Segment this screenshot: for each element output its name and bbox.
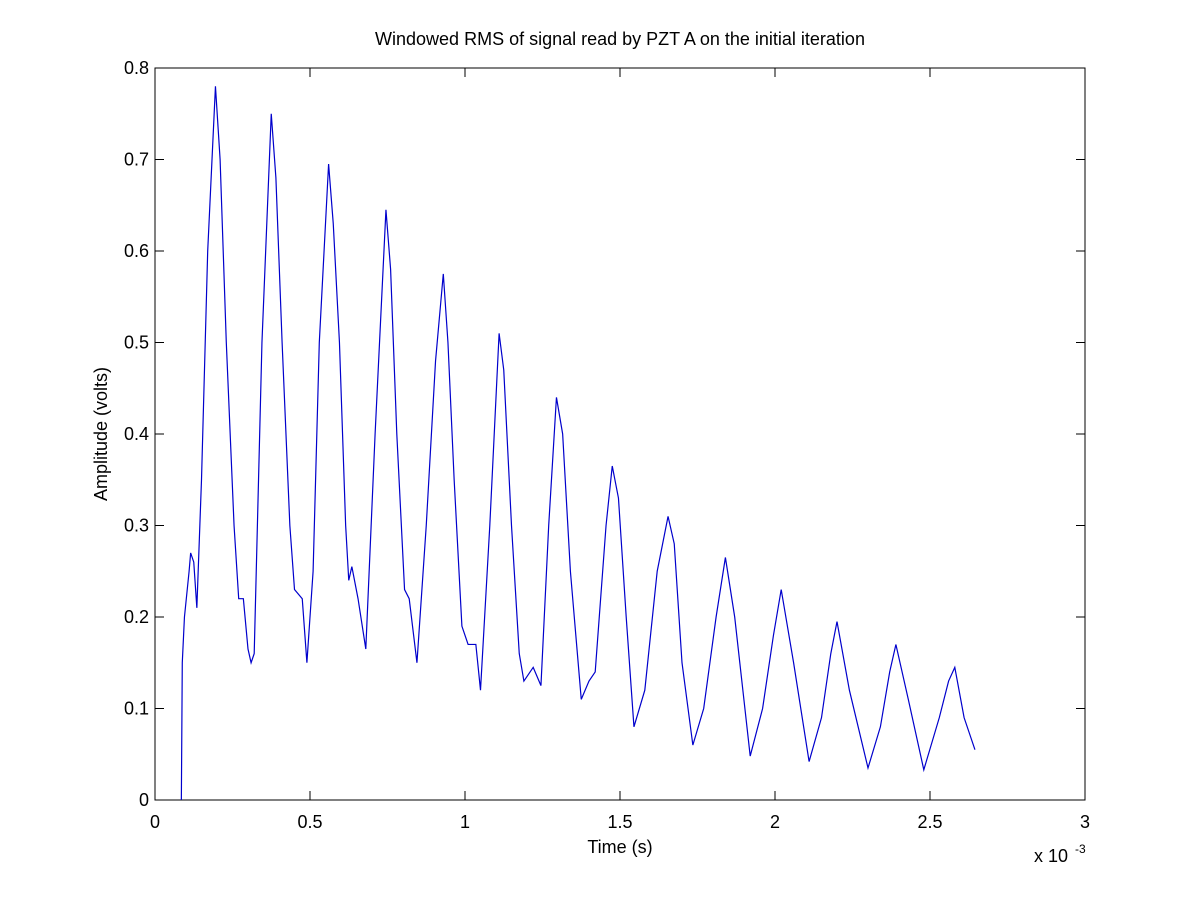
x-tick-label: 3: [1080, 812, 1090, 832]
y-tick-label: 0.8: [124, 58, 149, 78]
y-tick-label: 0.7: [124, 150, 149, 170]
x-tick-label: 1.5: [607, 812, 632, 832]
chart-title: Windowed RMS of signal read by PZT A on …: [375, 29, 865, 49]
x-tick-label: 2.5: [917, 812, 942, 832]
y-tick-label: 0.4: [124, 424, 149, 444]
data-line: [180, 86, 976, 801]
y-tick-label: 0.5: [124, 333, 149, 353]
x-tick-label: 0: [150, 812, 160, 832]
plot-box: [154, 67, 1086, 801]
y-tick-label: 0.2: [124, 607, 149, 627]
y-axis-label: Amplitude (volts): [91, 367, 111, 501]
x-exponent: -3: [1075, 842, 1086, 856]
x-tick-label: 2: [770, 812, 780, 832]
x-axis-label: Time (s): [587, 837, 652, 857]
y-tick-label: 0.6: [124, 241, 149, 261]
y-tick-label: 0.1: [124, 699, 149, 719]
y-tick-label: 0.3: [124, 516, 149, 536]
x-exponent-base: x 10: [1034, 846, 1068, 866]
y-tick-label: 0: [139, 790, 149, 810]
x-tick-label: 0.5: [297, 812, 322, 832]
x-tick-label: 1: [460, 812, 470, 832]
